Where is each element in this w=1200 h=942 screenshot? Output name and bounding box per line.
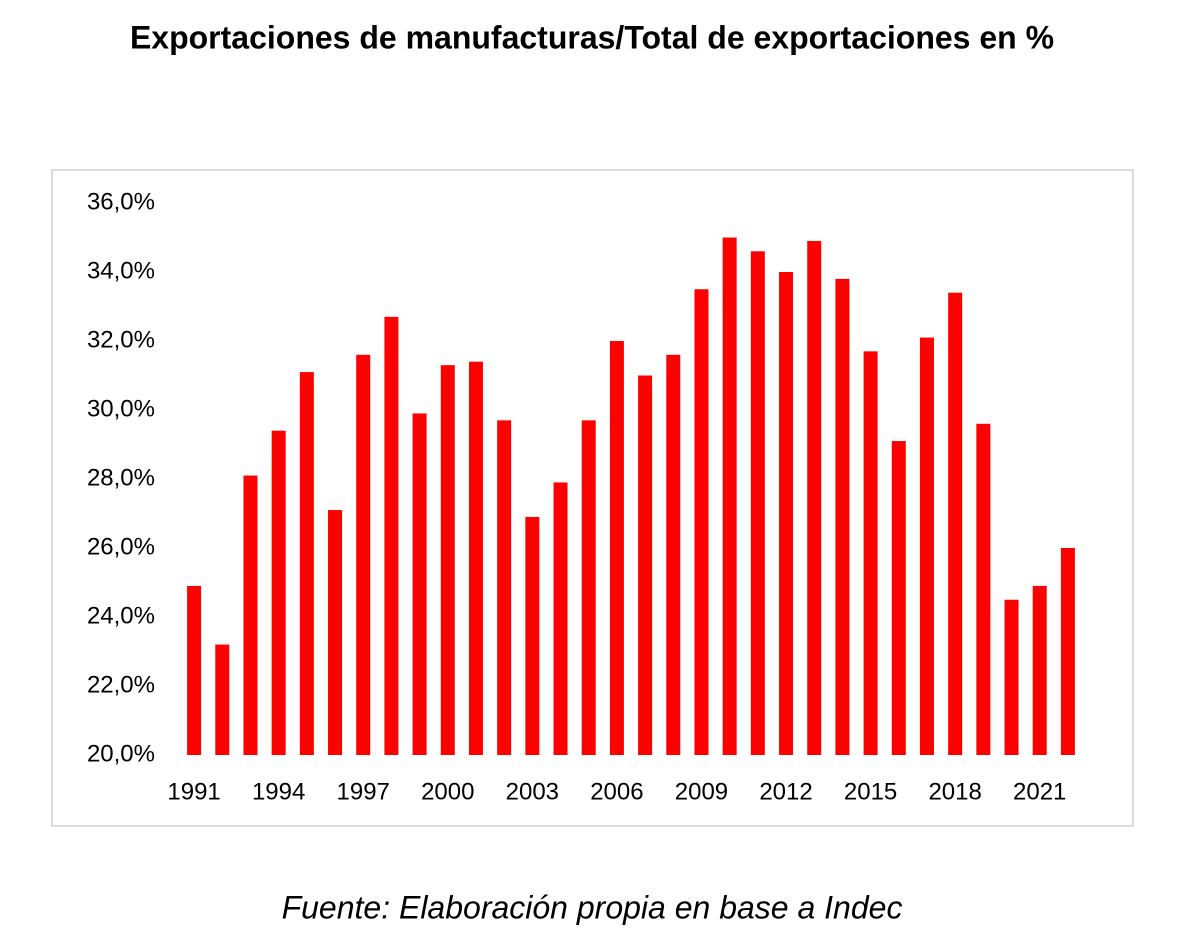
bar [187, 585, 202, 755]
y-tick-label: 32,0% [87, 326, 155, 353]
y-tick-label: 22,0% [87, 671, 155, 698]
bar [384, 316, 399, 755]
bar [243, 475, 258, 755]
bar [1060, 548, 1075, 755]
y-tick-label: 30,0% [87, 395, 155, 422]
bar [468, 361, 483, 755]
x-tick-label: 2012 [759, 778, 812, 805]
y-tick-label: 34,0% [87, 257, 155, 284]
chart-title: Exportaciones de manufacturas/Total de e… [130, 19, 1054, 55]
y-tick-label: 26,0% [87, 533, 155, 560]
x-tick-label: 2006 [590, 778, 643, 805]
bar [525, 516, 540, 755]
bar [581, 420, 596, 755]
y-tick-label: 36,0% [87, 188, 155, 215]
bar [497, 420, 512, 755]
y-tick-label: 24,0% [87, 602, 155, 629]
bar [694, 289, 709, 755]
bar [891, 441, 906, 755]
bar [976, 423, 991, 755]
bar [750, 251, 765, 756]
bar [215, 644, 230, 755]
bar [807, 240, 822, 755]
x-tick-label: 1991 [167, 778, 220, 805]
bar [440, 365, 455, 755]
bar [919, 337, 934, 755]
x-tick-label: 2021 [1013, 778, 1066, 805]
bar [666, 354, 681, 755]
x-tick-label: 1997 [337, 778, 390, 805]
x-tick-label: 1994 [252, 778, 305, 805]
x-tick-label: 2003 [506, 778, 559, 805]
y-tick-label: 20,0% [87, 740, 155, 767]
bar [328, 510, 343, 755]
bar [863, 351, 878, 755]
x-tick-label: 2015 [844, 778, 897, 805]
source-note: Fuente: Elaboración propia en base a Ind… [282, 889, 903, 925]
bar [609, 341, 624, 755]
bar [1032, 585, 1047, 755]
bar [835, 278, 850, 755]
bar [356, 354, 371, 755]
bar [1004, 599, 1019, 755]
bar [553, 482, 568, 755]
bar [271, 430, 286, 755]
y-tick-label: 28,0% [87, 464, 155, 491]
x-tick-label: 2009 [675, 778, 728, 805]
x-tick-label: 2000 [421, 778, 474, 805]
bar [779, 272, 794, 755]
bar [638, 375, 653, 755]
bar [948, 292, 963, 755]
bar [299, 372, 314, 755]
bar [722, 237, 737, 755]
x-tick-label: 2018 [928, 778, 981, 805]
bar [412, 413, 427, 755]
